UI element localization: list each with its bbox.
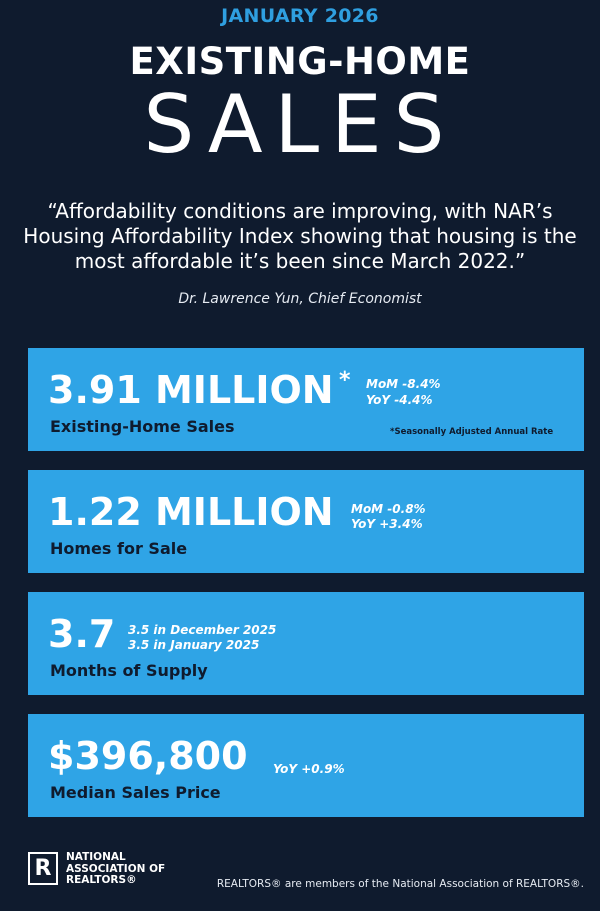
org-name-line2: ASSOCIATION OF <box>66 862 166 875</box>
inventory-value: 1.22 MILLION <box>48 490 334 534</box>
price-yoy: YoY +0.9% <box>273 762 345 776</box>
supply-value: 3.7 <box>48 612 116 656</box>
supply-december: 3.5 in December 2025 <box>128 623 277 637</box>
card-median-price: $396,800 YoY +0.9% Median Sales Price <box>28 714 584 817</box>
realtor-logo-icon: R <box>28 852 58 885</box>
price-value: $396,800 <box>48 734 248 778</box>
price-label: Median Sales Price <box>50 783 221 802</box>
saar-footnote: *Seasonally Adjusted Annual Rate <box>390 427 554 437</box>
card-homes-for-sale: 1.22 MILLION Homes for Sale MoM -0.8% Yo… <box>28 470 584 573</box>
org-name-line1: NATIONAL <box>66 851 126 863</box>
org-name-line3: REALTORS® <box>66 874 137 886</box>
inventory-label: Homes for Sale <box>50 539 188 558</box>
sales-value: 3.91 MILLION <box>48 368 334 412</box>
quote-attribution: Dr. Lawrence Yun, Chief Economist <box>178 291 422 307</box>
supply-january: 3.5 in January 2025 <box>128 638 260 652</box>
inventory-yoy: YoY +3.4% <box>351 517 423 531</box>
org-name: NATIONAL ASSOCIATION OF REALTORS® <box>66 851 166 887</box>
card-months-of-supply: 3.7 3.5 in December 2025 3.5 in January … <box>28 592 584 695</box>
sales-yoy: YoY -4.4% <box>366 393 433 407</box>
sales-label: Existing-Home Sales <box>50 417 235 436</box>
sales-mom: MoM -8.4% <box>366 377 441 391</box>
title-sales: SALES <box>143 78 457 171</box>
title-existing-home: EXISTING-HOME <box>129 40 471 83</box>
sales-asterisk: * <box>339 368 351 393</box>
footer-disclaimer: REALTORS® are members of the National As… <box>216 878 584 890</box>
quote-text: “Affordability conditions are improving,… <box>23 199 577 273</box>
report-month: JANUARY 2026 <box>221 5 379 27</box>
inventory-mom: MoM -0.8% <box>351 502 426 516</box>
supply-label: Months of Supply <box>50 661 208 680</box>
card-existing-home-sales: 3.91 MILLION * Existing-Home Sales MoM -… <box>28 348 584 451</box>
